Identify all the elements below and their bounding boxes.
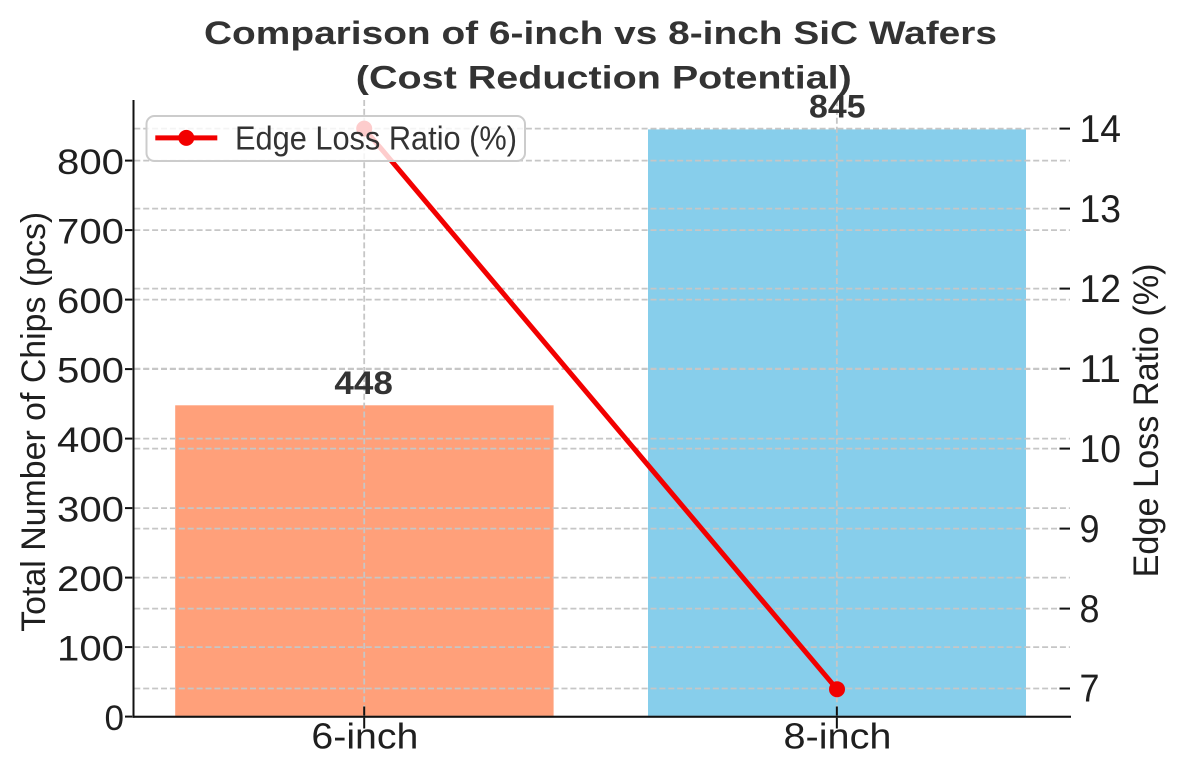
- svg-text:700: 700: [57, 212, 124, 252]
- svg-text:Edge Loss Ratio (%): Edge Loss Ratio (%): [235, 120, 517, 157]
- svg-text:Comparison of 6-inch vs 8-inch: Comparison of 6-inch vs 8-inch SiC Wafer…: [204, 15, 997, 51]
- svg-text:12: 12: [1080, 268, 1122, 311]
- svg-text:Edge Loss Ratio (%): Edge Loss Ratio (%): [1127, 263, 1166, 577]
- svg-text:400: 400: [57, 420, 124, 460]
- svg-text:8-inch: 8-inch: [784, 716, 892, 757]
- svg-text:845: 845: [809, 88, 866, 124]
- svg-text:100: 100: [57, 629, 124, 669]
- svg-text:500: 500: [57, 351, 124, 391]
- svg-text:300: 300: [57, 490, 124, 530]
- svg-text:800: 800: [57, 142, 124, 182]
- svg-text:448: 448: [334, 365, 393, 401]
- svg-text:9: 9: [1080, 508, 1100, 551]
- svg-text:8: 8: [1080, 588, 1100, 631]
- svg-text:13: 13: [1080, 188, 1122, 231]
- svg-text:14: 14: [1080, 108, 1122, 151]
- svg-text:6-inch: 6-inch: [311, 716, 418, 757]
- svg-text:Total Number of Chips (pcs): Total Number of Chips (pcs): [15, 212, 53, 632]
- svg-text:0: 0: [105, 698, 125, 738]
- svg-text:10: 10: [1080, 428, 1122, 471]
- svg-text:(Cost Reduction Potential): (Cost Reduction Potential): [356, 60, 852, 96]
- svg-text:11: 11: [1080, 348, 1122, 391]
- svg-text:7: 7: [1080, 668, 1100, 711]
- svg-text:600: 600: [57, 281, 124, 321]
- svg-text:200: 200: [57, 559, 124, 599]
